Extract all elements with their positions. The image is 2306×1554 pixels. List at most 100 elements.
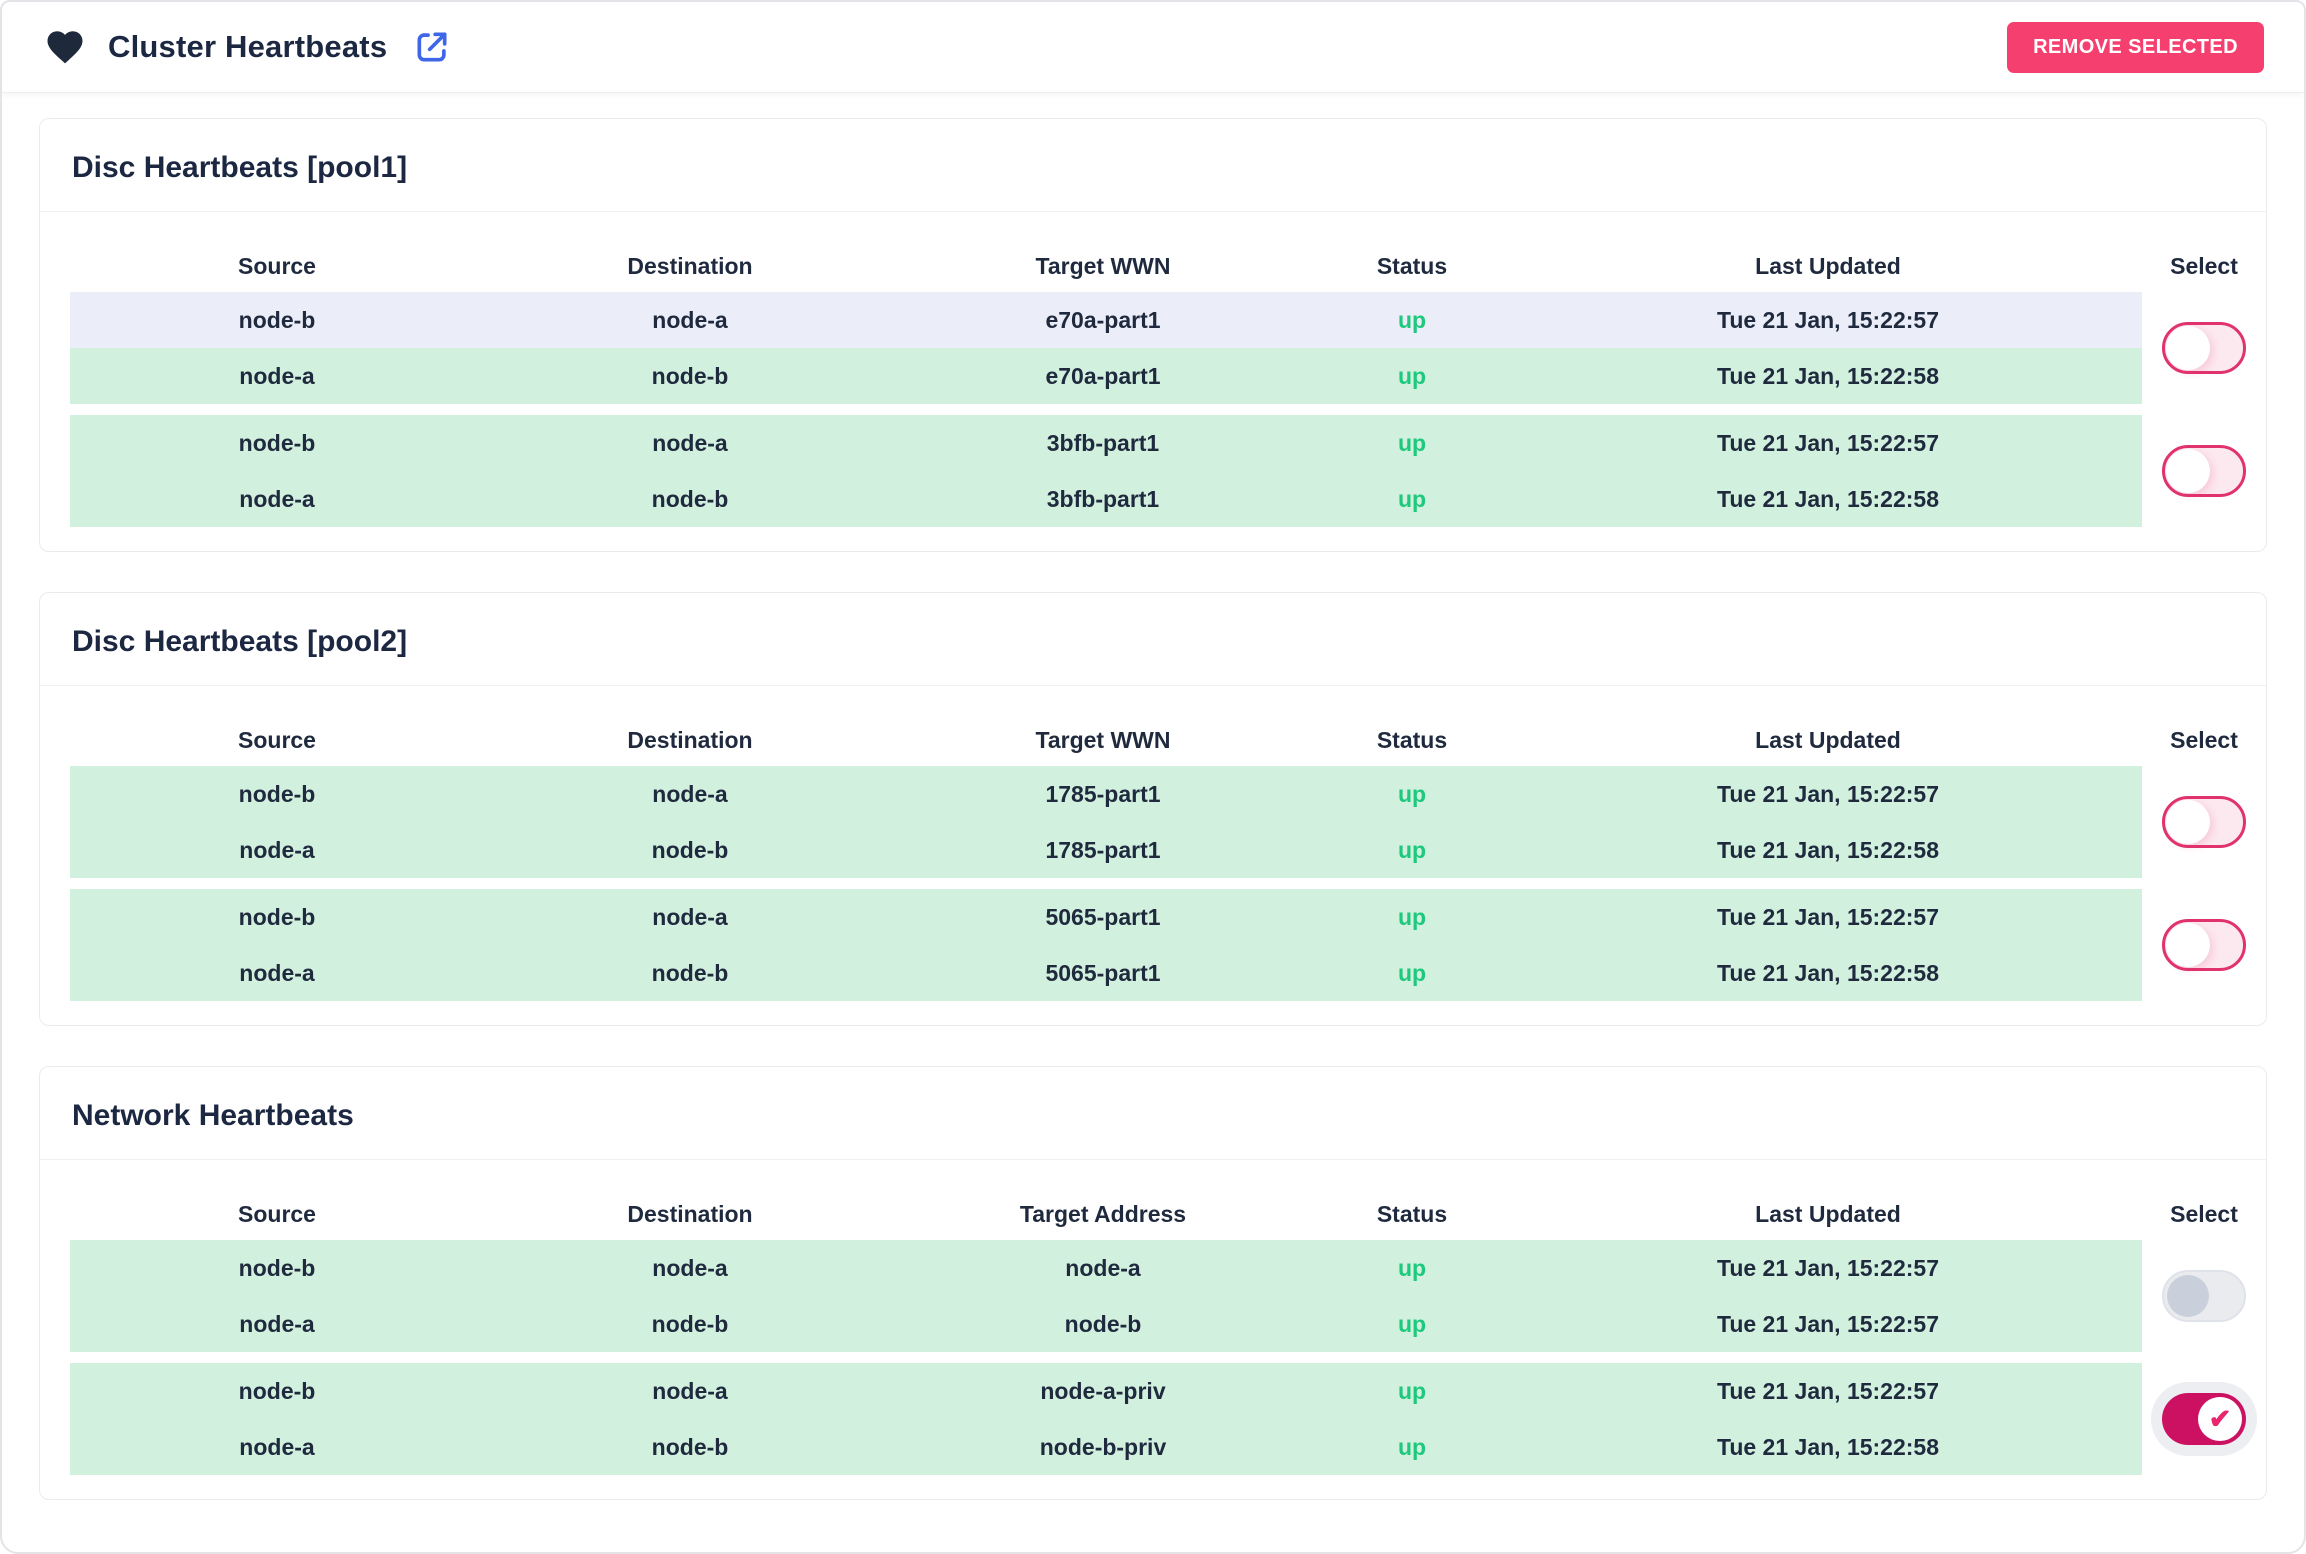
cell-destination: node-b <box>651 836 729 863</box>
column-header-target: Target Address <box>1019 1200 1187 1227</box>
select-toggle-halo: ✔ <box>2151 1382 2257 1456</box>
column-header-destination: Destination <box>627 252 753 279</box>
cell-target: node-a <box>1065 1254 1141 1281</box>
select-cell <box>2142 889 2266 1001</box>
select-toggle-off[interactable] <box>2162 445 2246 497</box>
column-header-status: Status <box>1376 726 1448 753</box>
cell-status: up <box>1397 1433 1427 1460</box>
table-header-main: Source Destination Target WWN Status Last Up… <box>70 727 2142 754</box>
row-pair-rows: node-b node-a e70a-part1 up Tue 21 Jan, 15:2… <box>70 292 2142 404</box>
cell-status: up <box>1397 1254 1427 1281</box>
column-header-source: Source <box>238 726 316 753</box>
cell-target: node-b <box>1064 1310 1142 1337</box>
select-toggle-disabled[interactable] <box>2162 1270 2246 1322</box>
select-toggle-off[interactable] <box>2162 322 2246 374</box>
cell-source: node-b <box>238 780 316 807</box>
table-row: node-b node-a 5065-part1 up Tue 21 Jan, 15:2… <box>70 889 2142 945</box>
cell-status: up <box>1397 306 1427 333</box>
toggle-knob <box>2166 326 2210 370</box>
toggle-knob <box>2166 923 2210 967</box>
select-cell <box>2142 415 2266 527</box>
column-header-destination: Destination <box>627 726 753 753</box>
row-pair: node-b node-a node-a-priv up Tue 21 Jan, 15:… <box>70 1363 2266 1475</box>
column-header-destination: Destination <box>627 1200 753 1227</box>
row-pair-rows: node-b node-a 5065-part1 up Tue 21 Jan, 15:2… <box>70 889 2142 1001</box>
cell-last-updated: Tue 21 Jan, 15:22:57 <box>1716 903 1940 930</box>
cell-target: e70a-part1 <box>1045 306 1161 333</box>
column-header-select: Select <box>2170 1200 2238 1227</box>
cell-destination: node-a <box>652 1377 728 1404</box>
row-pair: node-b node-a 5065-part1 up Tue 21 Jan, 15:2… <box>70 889 2266 1001</box>
row-pair-rows: node-b node-a node-a-priv up Tue 21 Jan, 15:… <box>70 1363 2142 1475</box>
table-header-row: Source Destination Target WWN Status Last Up… <box>70 714 2266 766</box>
cell-status: up <box>1397 362 1427 389</box>
table-row: node-a node-b 3bfb-part1 up Tue 21 Jan, 15:2… <box>70 471 2142 527</box>
table-row: node-b node-a node-a up Tue 21 Jan, 15:22:57 <box>70 1240 2142 1296</box>
column-header-source: Source <box>238 252 316 279</box>
row-pair: node-b node-a node-a up Tue 21 Jan, 15:22:57… <box>70 1240 2266 1352</box>
table-header-main: Source Destination Target Address Status Las… <box>70 1201 2142 1228</box>
select-toggle-off[interactable] <box>2162 796 2246 848</box>
cell-status: up <box>1397 959 1427 986</box>
heartbeat-table: Source Destination Target WWN Status Last Up… <box>40 686 2266 1025</box>
cell-target: 1785-part1 <box>1045 836 1161 863</box>
row-pair-rows: node-b node-a 3bfb-part1 up Tue 21 Jan, 15:2… <box>70 415 2142 527</box>
cell-last-updated: Tue 21 Jan, 15:22:57 <box>1716 1310 1940 1337</box>
remove-selected-button[interactable]: REMOVE SELECTED <box>2007 21 2264 73</box>
cell-status: up <box>1397 836 1427 863</box>
cell-status: up <box>1397 1377 1427 1404</box>
cell-target: 5065-part1 <box>1045 903 1161 930</box>
row-pair-rows: node-b node-a node-a up Tue 21 Jan, 15:22:57… <box>70 1240 2142 1352</box>
select-cell <box>2142 292 2266 404</box>
cell-source: node-b <box>238 1377 316 1404</box>
cell-target: e70a-part1 <box>1045 362 1161 389</box>
table-header-row: Source Destination Target Address Status Las… <box>70 1188 2266 1240</box>
section-disc-heartbeats-pool1: Disc Heartbeats [pool1] Source Destination… <box>39 118 2267 552</box>
table-row: node-b node-a 3bfb-part1 up Tue 21 Jan, 15:2… <box>70 415 2142 471</box>
cell-last-updated: Tue 21 Jan, 15:22:57 <box>1716 780 1940 807</box>
toggle-knob <box>2167 1275 2209 1317</box>
cell-last-updated: Tue 21 Jan, 15:22:58 <box>1716 362 1940 389</box>
section-title: Disc Heartbeats [pool1] <box>72 151 408 184</box>
column-header-last-updated: Last Updated <box>1755 252 1901 279</box>
select-toggle-off[interactable] <box>2162 919 2246 971</box>
cell-status: up <box>1397 429 1427 456</box>
card-divider <box>40 1159 2266 1160</box>
cell-target: 3bfb-part1 <box>1046 485 1160 512</box>
table-row: node-a node-b node-b up Tue 21 Jan, 15:22:57 <box>70 1296 2142 1352</box>
select-toggle-on[interactable]: ✔ <box>2162 1393 2246 1445</box>
main-content: Disc Heartbeats [pool1] Source Destination… <box>2 93 2304 1500</box>
page-title: Cluster Heartbeats <box>108 29 388 64</box>
cell-source: node-b <box>238 306 316 333</box>
cell-destination: node-a <box>652 903 728 930</box>
cell-last-updated: Tue 21 Jan, 15:22:58 <box>1716 836 1940 863</box>
heartbeat-table: Source Destination Target WWN Status Last Up… <box>40 212 2266 551</box>
cell-target: node-b-priv <box>1039 1433 1167 1460</box>
external-link-icon[interactable] <box>413 28 451 66</box>
topbar: Cluster Heartbeats REMOVE SELECTED <box>2 2 2304 93</box>
cell-destination: node-a <box>652 1254 728 1281</box>
toggle-knob: ✔ <box>2198 1397 2242 1441</box>
row-pair-rows: node-b node-a 1785-part1 up Tue 21 Jan, 15:2… <box>70 766 2142 878</box>
cell-source: node-b <box>238 903 316 930</box>
cell-target: node-a-priv <box>1040 1377 1166 1404</box>
cell-target: 5065-part1 <box>1045 959 1161 986</box>
cell-last-updated: Tue 21 Jan, 15:22:57 <box>1716 1377 1940 1404</box>
heartbeat-table: Source Destination Target Address Status Las… <box>40 1160 2266 1499</box>
cell-status: up <box>1397 1310 1427 1337</box>
section-title: Disc Heartbeats [pool2] <box>72 625 408 658</box>
cell-last-updated: Tue 21 Jan, 15:22:58 <box>1716 485 1940 512</box>
table-header-row: Source Destination Target WWN Status Last Up… <box>70 240 2266 292</box>
cell-last-updated: Tue 21 Jan, 15:22:57 <box>1716 1254 1940 1281</box>
column-header-target: Target WWN <box>1035 252 1171 279</box>
table-row: node-a node-b 1785-part1 up Tue 21 Jan, 15:2… <box>70 822 2142 878</box>
heart-icon <box>42 26 88 68</box>
column-header-last-updated: Last Updated <box>1755 1200 1901 1227</box>
row-pair: node-b node-a e70a-part1 up Tue 21 Jan, 15:2… <box>70 292 2266 404</box>
cell-destination: node-b <box>651 485 729 512</box>
select-cell <box>2142 766 2266 878</box>
cell-last-updated: Tue 21 Jan, 15:22:58 <box>1716 959 1940 986</box>
cell-source: node-a <box>239 1433 315 1460</box>
cell-source: node-a <box>239 485 315 512</box>
